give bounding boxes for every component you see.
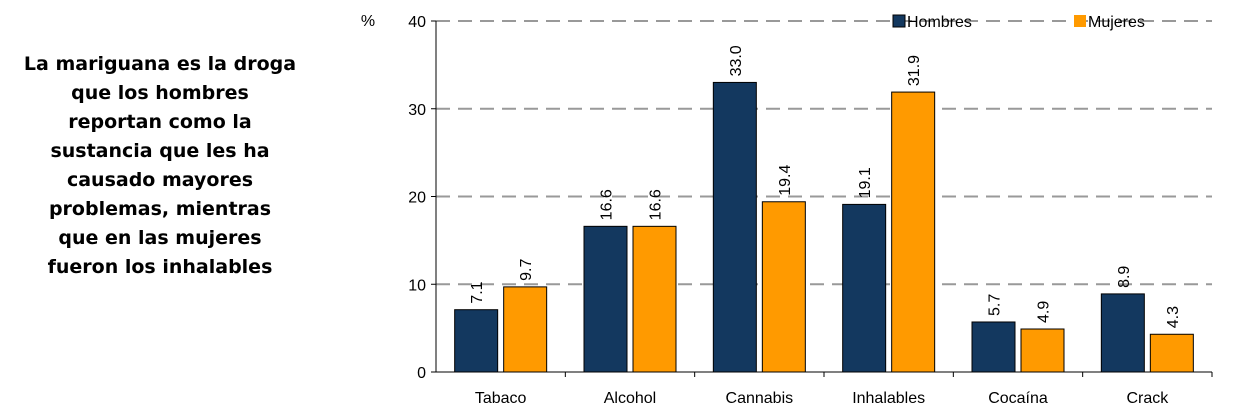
legend-swatch (1074, 15, 1086, 27)
data-label: 4.3 (1165, 306, 1182, 328)
data-labels: 7.1 9.7 16.6 16.6 33.0 19.4 19.1 31.9 5.7 4.9 8.9 4… (469, 45, 1182, 328)
data-label: 16.6 (599, 189, 616, 220)
x-tick-label: Cannabis (726, 390, 794, 407)
y-tick-label: 30 (408, 102, 426, 119)
legend-label: Hombres (907, 14, 972, 31)
caption-line: fueron los inhalables (47, 256, 273, 278)
y-tick-label: 40 (408, 14, 426, 31)
data-label: 8.9 (1116, 266, 1133, 288)
caption-line: problemas, mientras (48, 198, 272, 220)
bar-hombres-alcohol (583, 225, 628, 373)
y-tick-label: 20 (408, 190, 426, 207)
legend-swatch (892, 14, 906, 28)
y-tick-label: 10 (408, 277, 426, 294)
bar-mujeres-cannabis (761, 201, 806, 373)
bar-mujeres-inhalables (891, 91, 936, 373)
caption-line: La mariguana es la droga (23, 53, 297, 75)
caption-line: reportan como la (68, 111, 252, 133)
data-label: 5.7 (987, 294, 1004, 316)
y-tick-labels: 0 10 20 30 40 (408, 14, 436, 382)
data-label: 19.4 (777, 165, 794, 196)
bar-hombres-crack (1100, 293, 1145, 373)
x-tick-label: Tabaco (475, 390, 527, 407)
data-label: 31.9 (906, 55, 923, 86)
x-tick-label: Alcohol (604, 390, 656, 407)
bar-mujeres-alcohol (632, 225, 677, 373)
bars (454, 81, 1194, 373)
x-tick-label: Crack (1126, 390, 1169, 407)
data-label: 19.1 (857, 167, 874, 198)
data-label: 33.0 (728, 45, 745, 76)
caption-line: que en las mujeres (58, 227, 262, 249)
bar-mujeres-tabaco (503, 286, 548, 373)
bar-mujeres-crack (1149, 333, 1194, 373)
bar-mujeres-cocaína (1020, 328, 1065, 373)
caption-line: sustancia que les ha (50, 140, 270, 162)
caption-line: que los hombres (71, 82, 249, 104)
grid-lines (436, 20, 1212, 286)
bar-hombres-cannabis (712, 81, 757, 373)
data-label: 16.6 (648, 189, 665, 220)
x-tick-labels: Tabaco Alcohol Cannabis Inhalables Cocaína Cr… (475, 372, 1213, 407)
bar-hombres-cocaína (971, 321, 1016, 373)
y-axis-unit-label: % (361, 13, 375, 30)
x-tick-label: Cocaína (988, 390, 1048, 407)
legend-label: Mujeres (1088, 14, 1145, 31)
data-label: 9.7 (518, 259, 535, 281)
data-label: 4.9 (1036, 301, 1053, 323)
caption-line: causado mayores (66, 169, 254, 191)
x-tick-label: Inhalables (852, 390, 925, 407)
data-label: 7.1 (469, 281, 486, 303)
legend: Hombres Mujeres (892, 14, 1145, 31)
bar-hombres-inhalables (842, 203, 887, 373)
chart-caption: La mariguana es la droga que los hombres… (0, 50, 320, 282)
bar-hombres-tabaco (454, 309, 499, 373)
y-tick-label: 0 (417, 365, 426, 382)
